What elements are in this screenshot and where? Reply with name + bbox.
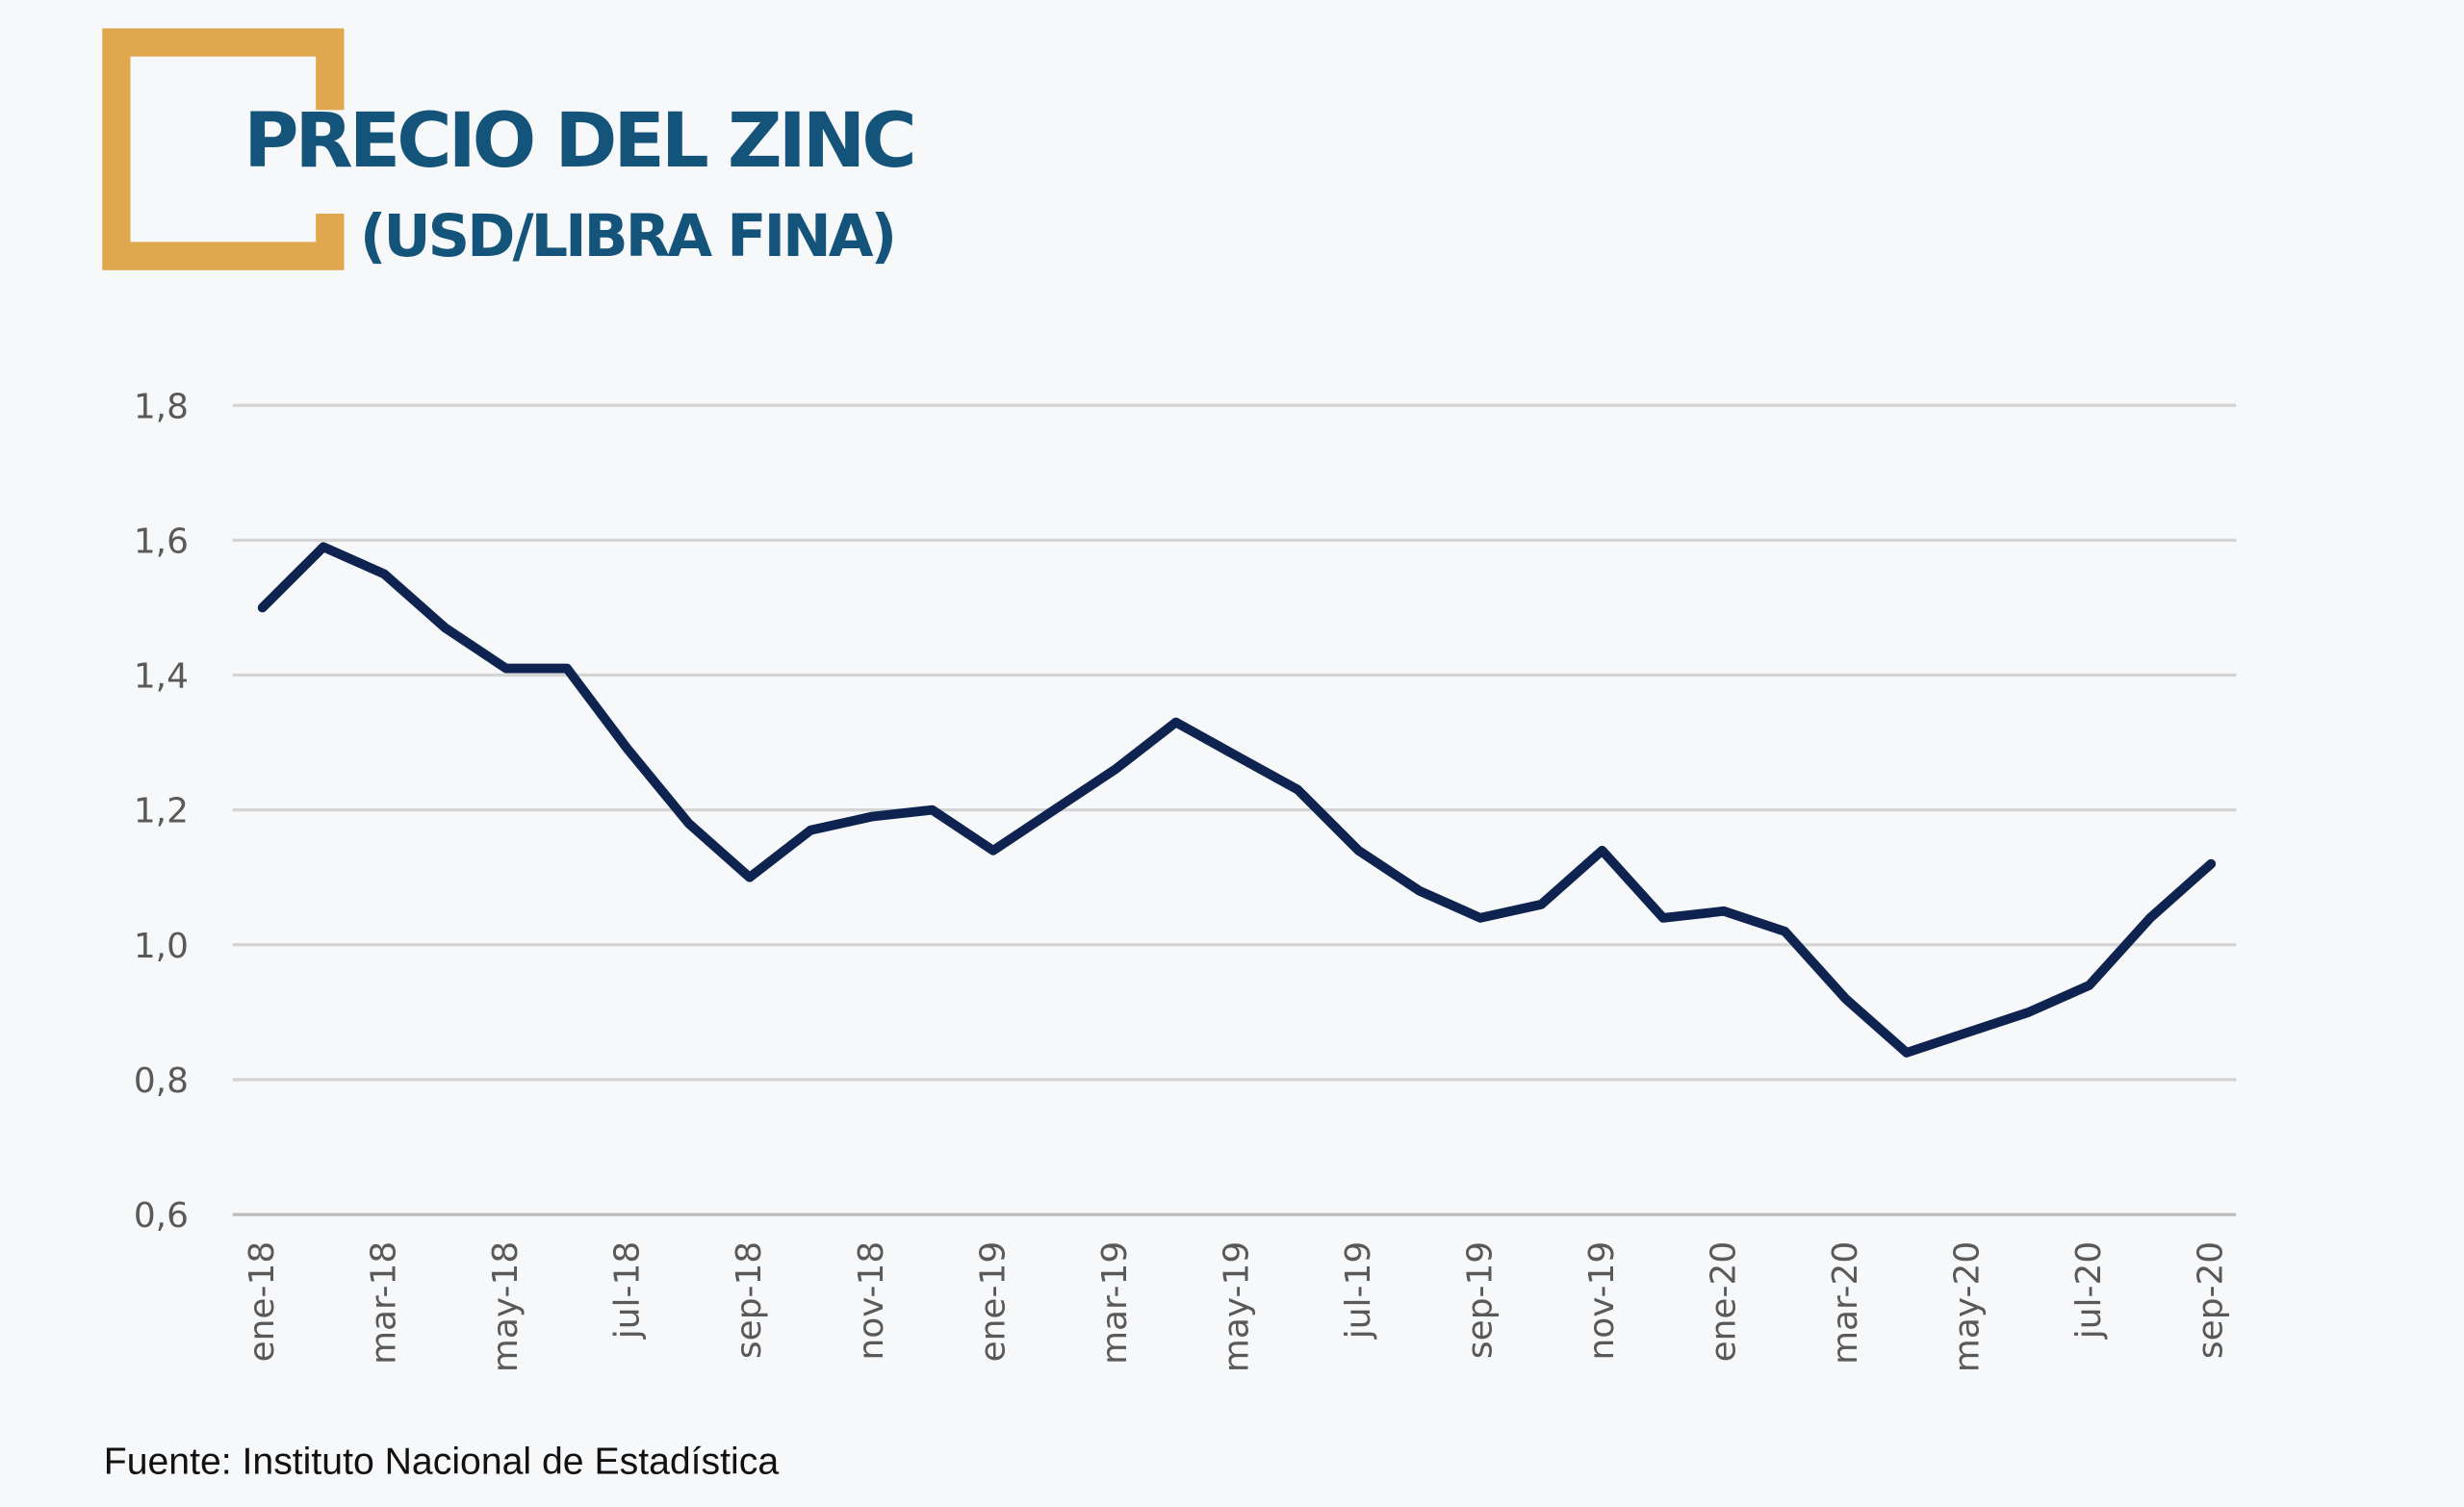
x-tick-label: jul-19 xyxy=(1339,1241,1378,1340)
x-tick-label: may-18 xyxy=(486,1241,526,1372)
x-tick-label: mar-20 xyxy=(1826,1241,1865,1365)
x-tick-label: may-20 xyxy=(1948,1241,1988,1372)
y-tick-label: 0,8 xyxy=(134,1061,189,1101)
y-tick-label: 0,6 xyxy=(134,1196,189,1236)
x-tick-label: sep-19 xyxy=(1460,1241,1500,1359)
source-note: Fuente: Instituto Nacional de Estadístic… xyxy=(103,1441,780,1484)
x-tick-label: may-19 xyxy=(1217,1241,1256,1372)
y-tick-label: 1,2 xyxy=(134,792,189,831)
chart-subtitle: (USD/LIBRA FINA) xyxy=(359,202,897,270)
y-tick-label: 1,0 xyxy=(134,927,189,966)
x-tick-label: jul-18 xyxy=(608,1241,648,1340)
x-tick-label: mar-19 xyxy=(1095,1241,1135,1365)
x-tick-label: jul-20 xyxy=(2069,1241,2109,1340)
x-tick-label: ene-20 xyxy=(1705,1241,1744,1363)
x-tick-label: nov-19 xyxy=(1582,1241,1622,1361)
y-tick-label: 1,4 xyxy=(134,657,189,697)
x-tick-label: ene-19 xyxy=(973,1241,1013,1363)
x-tick-label: nov-18 xyxy=(852,1241,891,1361)
series-line-zinc-price xyxy=(257,542,2217,1058)
x-tick-label: sep-18 xyxy=(730,1241,769,1359)
x-tick-label: sep-20 xyxy=(2192,1241,2231,1359)
x-tick-label: mar-18 xyxy=(365,1241,404,1365)
title-bracket-logo xyxy=(102,28,345,270)
y-tick-label: 1,6 xyxy=(134,522,189,561)
x-tick-label: ene-18 xyxy=(243,1241,282,1363)
chart-title: PRECIO DEL ZINC xyxy=(244,97,917,186)
y-tick-label: 1,8 xyxy=(134,387,189,426)
